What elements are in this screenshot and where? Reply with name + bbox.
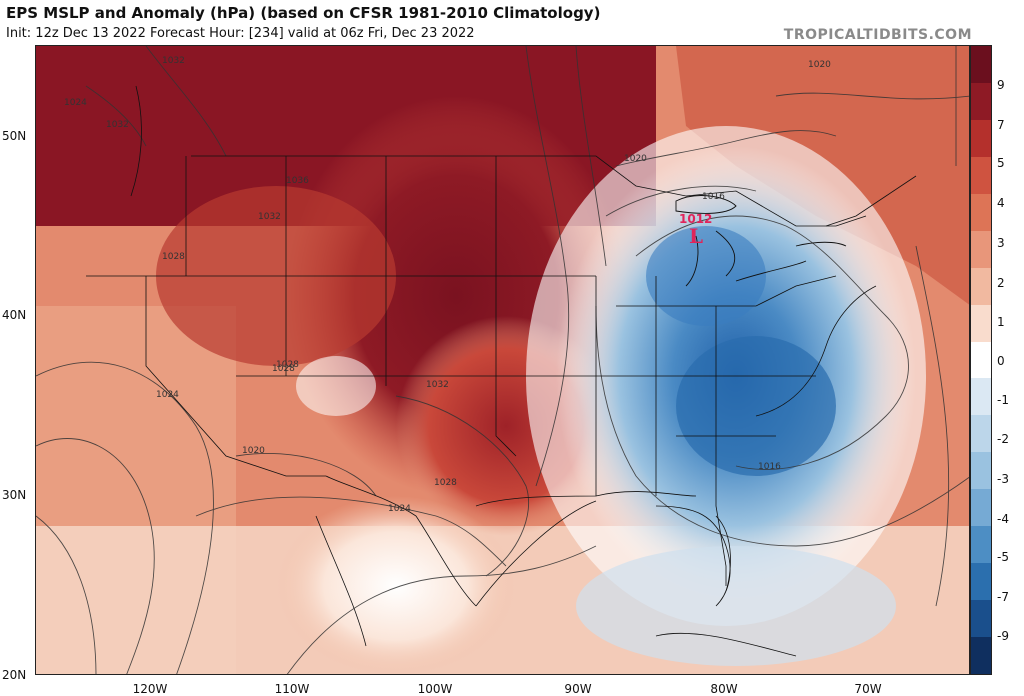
colorbar-segment [971,156,991,194]
lon-label: 100W [417,682,453,696]
lat-label: 40N [2,308,27,322]
lon-label: 90W [564,682,592,696]
colorbar-label: 4 [997,196,1005,210]
isobar-label: 1016 [758,462,781,472]
lon-label: 80W [710,682,738,696]
isobar-label: 1032 [426,380,449,390]
colorbar-segment [971,46,991,83]
watermark: TROPICALTIDBITS.COM [783,27,972,43]
colorbar-label: -2 [997,432,1009,446]
colorbar-label: -9 [997,629,1009,643]
colorbar-label: -7 [997,590,1009,604]
isobar-label: 1024 [388,504,411,514]
colorbar-label: -1 [997,393,1009,407]
chart-subtitle: Init: 12z Dec 13 2022 Forecast Hour: [23… [6,26,475,41]
isobar-label: 1028 [276,360,299,370]
colorbar-label: 9 [997,78,1005,92]
colorbar [970,45,992,675]
colorbar-label: 1 [997,315,1005,329]
colorbar-segment [971,82,991,120]
lon-label: 110W [274,682,310,696]
colorbar-segment [971,637,991,674]
colorbar-segment [971,415,991,453]
isobar-label: 1028 [434,478,457,488]
colorbar-segment [971,267,991,305]
isobar-label: 1032 [162,56,185,66]
map-svg [36,46,969,674]
isobar-label: 1020 [624,154,647,164]
isobar-label: 1028 [162,252,185,262]
low-pressure-symbol: L [689,224,704,248]
colorbar-label: 5 [997,156,1005,170]
lat-label: 20N [2,668,27,682]
colorbar-label: -4 [997,512,1009,526]
lat-label: 30N [2,488,27,502]
isobar-label: 1016 [702,192,725,202]
isobar-label: 1020 [808,60,831,70]
header: EPS MSLP and Anomaly (hPa) (based on CFS… [6,4,1018,44]
chart-title: EPS MSLP and Anomaly (hPa) (based on CFS… [6,4,601,22]
colorbar-segment [971,563,991,601]
colorbar-label: 2 [997,276,1005,290]
isobar-label: 1036 [286,176,309,186]
isobar-label: 1028 [272,364,295,374]
colorbar-segment [971,119,991,157]
colorbar-fill [971,46,991,674]
colorbar-segment [971,489,991,527]
map-panel: 1032 1024 1032 1036 1032 1028 1028 1028 … [35,45,970,675]
coastlines [130,85,797,657]
isobar-label: 1024 [64,98,87,108]
colorbar-segment [971,193,991,231]
isobar-label: 1024 [156,390,179,400]
colorbar-label: 0 [997,354,1005,368]
colorbar-segment [971,600,991,637]
isobar-lines [36,46,969,674]
colorbar-segment [971,230,991,268]
isobar-label: 1032 [258,212,281,222]
boundaries [86,155,917,607]
colorbar-segment [971,526,991,564]
colorbar-label: -3 [997,472,1009,486]
great-lakes [675,195,847,287]
lon-label: 70W [854,682,882,696]
low-pressure-value: 1012 [679,212,713,226]
colorbar-label: 3 [997,236,1005,250]
colorbar-label: -5 [997,550,1009,564]
colorbar-label: 7 [997,118,1005,132]
lat-label: 50N [2,129,27,143]
colorbar-segment [971,304,991,342]
lon-label: 120W [132,682,168,696]
isobar-label: 1020 [242,446,265,456]
colorbar-segment [971,341,991,379]
colorbar-segment [971,378,991,416]
colorbar-segment [971,452,991,490]
isobar-label: 1032 [106,120,129,130]
